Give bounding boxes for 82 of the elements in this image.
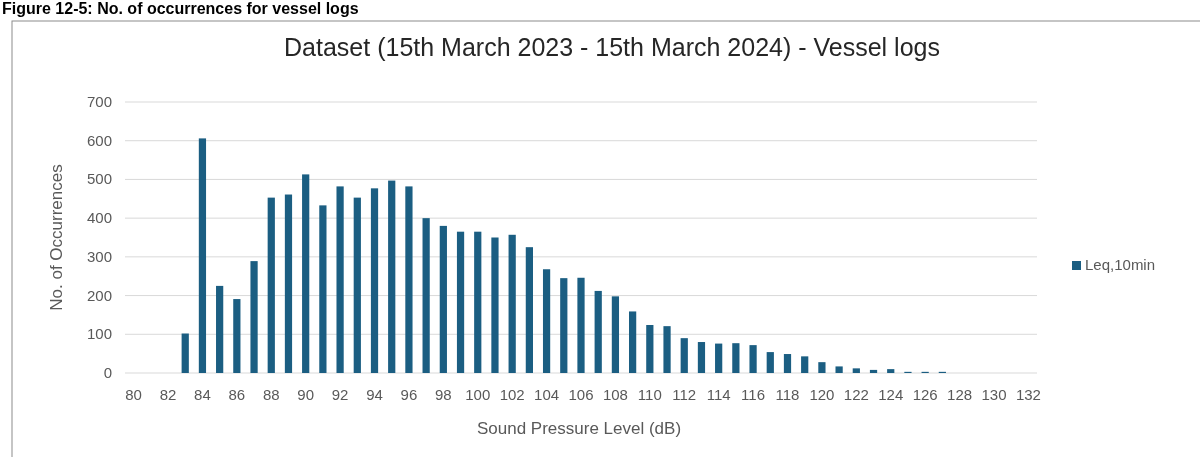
- bar: [284, 194, 293, 373]
- y-tick-label: 700: [86, 93, 112, 110]
- legend-label: Leq,10min: [1085, 256, 1156, 273]
- bar: [181, 333, 189, 373]
- bar: [697, 342, 706, 373]
- bar: [508, 234, 516, 373]
- x-tick-label: 110: [637, 386, 662, 403]
- bar: [353, 197, 361, 373]
- x-tick-label: 122: [843, 386, 869, 403]
- bar: [818, 362, 826, 373]
- bar: [835, 366, 843, 373]
- bar: [629, 311, 637, 373]
- bar: [732, 343, 740, 373]
- x-tick-label: 86: [228, 386, 246, 403]
- x-tick-label: 98: [435, 386, 452, 403]
- x-tick-label: 94: [366, 386, 383, 403]
- bar: [852, 368, 860, 373]
- bar: [267, 197, 275, 373]
- x-tick-label: 100: [465, 386, 491, 403]
- x-tick-label: 114: [706, 386, 731, 403]
- y-axis-title: No. of Occurrences: [47, 164, 66, 311]
- bar: [405, 186, 413, 373]
- x-tick-label: 82: [159, 386, 177, 403]
- bar: [611, 296, 620, 373]
- bar: [216, 285, 224, 373]
- bar: [663, 326, 671, 373]
- x-tick-label: 92: [331, 386, 349, 403]
- x-tick-label: 96: [400, 386, 418, 403]
- x-tick-label: 126: [912, 386, 938, 403]
- x-tick-label: 116: [741, 386, 766, 403]
- y-tick-label: 100: [86, 325, 112, 343]
- x-tick-label: 112: [672, 386, 697, 403]
- bar: [233, 299, 241, 373]
- bar: [525, 247, 533, 373]
- bar: [491, 237, 499, 373]
- bar: [439, 225, 447, 373]
- x-tick-label: 80: [125, 386, 142, 403]
- bar: [801, 356, 809, 373]
- x-tick-label: 108: [602, 386, 628, 403]
- bar: [336, 186, 344, 373]
- bar: [422, 218, 430, 373]
- bar: [302, 174, 310, 373]
- bar: [456, 231, 465, 373]
- x-tick-label: 130: [981, 386, 1007, 403]
- bar: [388, 180, 396, 373]
- y-tick-label: 600: [86, 131, 112, 149]
- y-tick-label: 400: [86, 209, 112, 227]
- y-tick-label: 300: [86, 247, 112, 265]
- caption: Figure 12-5: No. of occurrences for vessel logs: [2, 0, 359, 17]
- x-tick-label: 128: [947, 386, 973, 403]
- bar: [198, 138, 207, 373]
- x-tick-label: 90: [297, 386, 315, 403]
- bar: [250, 261, 258, 373]
- bar: [783, 354, 792, 373]
- x-tick-label: 104: [534, 386, 560, 403]
- bar: [560, 278, 568, 373]
- bar: [474, 231, 482, 373]
- bar: [887, 369, 895, 373]
- bar: [319, 205, 327, 373]
- x-tick-label: 102: [499, 386, 525, 403]
- bar: [594, 290, 602, 373]
- y-tick-label: 200: [86, 286, 112, 304]
- x-tick-label: 120: [809, 386, 835, 403]
- bar: [577, 277, 585, 373]
- x-tick-label: 88: [262, 386, 280, 403]
- bar: [646, 324, 654, 373]
- bar: [715, 343, 723, 373]
- y-tick-label: 500: [86, 170, 112, 188]
- x-tick-label: 84: [194, 386, 211, 403]
- x-tick-label: 118: [775, 386, 800, 403]
- x-axis-title: Sound Pressure Level (dB): [476, 419, 682, 438]
- x-tick-label: 124: [878, 386, 904, 403]
- y-tick-label: 0: [103, 364, 112, 381]
- bar: [766, 352, 774, 373]
- bar: [542, 269, 551, 373]
- bar: [869, 369, 878, 373]
- x-tick-label: 106: [568, 386, 594, 403]
- chart-title: Dataset (15th March 2023 - 15th March 2024) - Vessel logs: [284, 33, 940, 61]
- x-tick-label: 132: [1015, 386, 1041, 403]
- bar: [370, 188, 379, 373]
- bar: [749, 345, 757, 373]
- bar: [680, 338, 688, 373]
